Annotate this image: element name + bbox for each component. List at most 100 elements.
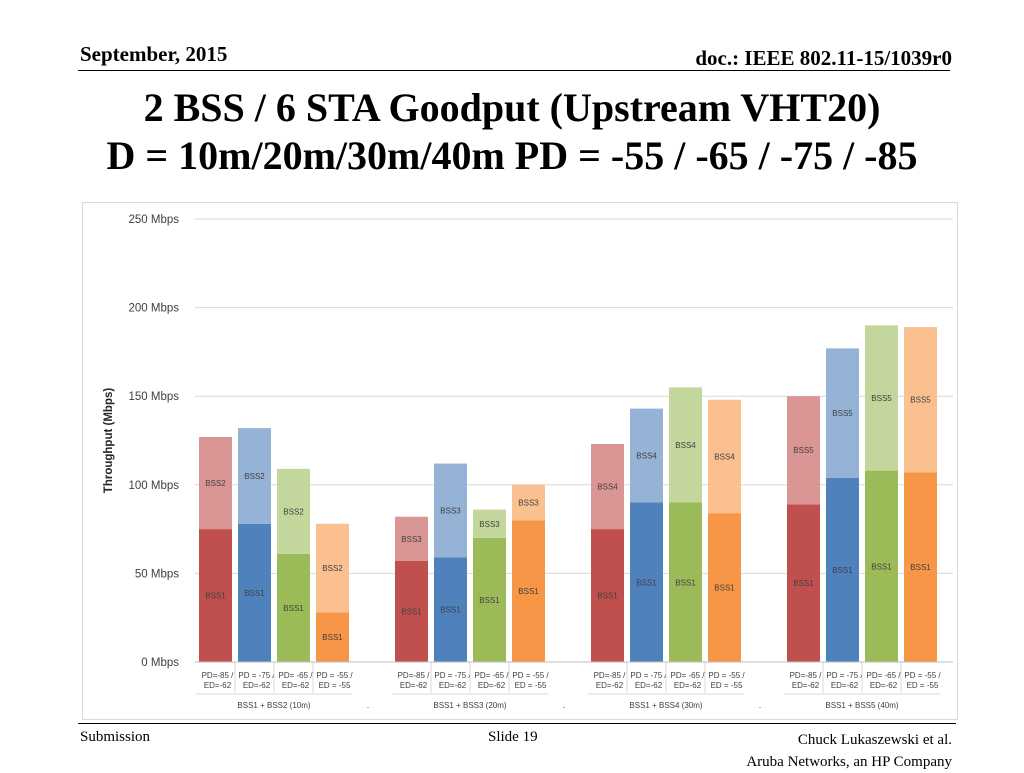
bar-segment-label: BSS1 [479,596,500,605]
group-label: BSS1 + BSS2 (10m) [237,701,310,710]
bar-segment-bss1 [669,502,702,662]
bar-segment-bss1 [316,612,349,662]
bar-category-label: ED=-62 [478,681,506,690]
bar-segment-label: BSS3 [518,499,539,508]
bar-segment-label: BSS1 [675,578,696,587]
group-label: BSS1 + BSS4 (30m) [629,701,702,710]
bar-category-label: ED=-62 [831,681,859,690]
bar-segment-bss1 [277,553,310,662]
bar-segment-label: BSS2 [322,564,343,573]
bar-segment-label: BSS3 [401,535,422,544]
bar-segment-bss3 [434,463,467,558]
group-separator: . [367,700,370,710]
bar-segment-label: BSS5 [910,396,931,405]
bar-segment-bss1 [473,537,506,662]
bar-segment-label: BSS5 [793,446,814,455]
footer-author-line2: Aruba Networks, an HP Company [746,754,952,770]
header-date: September, 2015 [80,42,228,66]
bar-segment-bss4 [708,399,741,514]
bar-category-label: PD = -75 / [826,671,863,680]
bar-segment-label: BSS1 [793,579,814,588]
y-tick-label: 150 Mbps [128,391,179,403]
bar-segment-label: BSS4 [597,483,618,492]
bar-category-label: PD = -55 / [316,671,353,680]
bar-category-label: PD= -65 / [866,671,901,680]
bar-category-label: ED=-62 [674,681,702,690]
bar-segment-label: BSS1 [205,592,226,601]
goodput-chart: 0 Mbps 50 Mbps 100 Mbps 150 Mbps 200 Mbps 250… [103,214,953,710]
bar-segment-bss1 [199,529,232,662]
bar-segment-bss1 [904,472,937,662]
bar-segment-bss2 [316,523,349,613]
bar-category-label: PD=-85 / [594,671,627,680]
group-separator: . [563,700,566,710]
bar-segment-bss1 [708,513,741,662]
bar-segment-bss3 [512,484,545,521]
bar-segment-label: BSS2 [244,472,265,481]
bar-category-label: ED=-62 [243,681,271,690]
bar-segment-bss1 [591,529,624,662]
footer-author-line1: Chuck Lukaszewski et al. [797,732,952,748]
bar-segment-bss4 [630,408,663,503]
bar-segment-bss1 [395,560,428,662]
bar-segment-bss5 [787,396,820,505]
bar-segment-bss5 [904,327,937,473]
slide-title-line1: 2 BSS / 6 STA Goodput (Upstream VHT20) [143,85,881,130]
bar-segment-label: BSS3 [479,520,500,529]
bar-segment-label: BSS1 [597,592,618,601]
bar-segment-label: BSS5 [871,394,892,403]
bar-segment-label: BSS3 [440,506,461,515]
bar-category-label: ED=-62 [870,681,898,690]
bar-segment-label: BSS1 [832,566,853,575]
bar-category-label: ED=-62 [400,681,428,690]
bar-segment-label: BSS2 [283,507,304,516]
bar-segment-label: BSS1 [401,607,422,616]
bar-category-label: PD = -55 / [708,671,745,680]
bar-segment-bss5 [865,325,898,471]
bar-category-label: PD = -55 / [904,671,941,680]
bar-segment-label: BSS1 [244,589,265,598]
bar-segment-label: BSS1 [322,633,343,642]
bar-segment-label: BSS5 [832,409,853,418]
bar-category-label: PD= -65 / [278,671,313,680]
y-tick-label: 100 Mbps [128,480,179,492]
bar-category-label: PD = -75 / [238,671,275,680]
y-axis-label: Throughput (Mbps) [103,388,115,494]
y-tick-label: 0 Mbps [141,657,179,669]
bar-segment-bss1 [787,504,820,662]
bar-segment-label: BSS4 [675,441,696,450]
bar-segment-label: BSS4 [714,452,735,461]
bar-category-label: ED = -55 [711,681,743,690]
bar-segment-label: BSS1 [440,606,461,615]
bar-segment-bss1 [238,523,271,662]
bar-segment-bss2 [277,468,310,554]
bar-segment-label: BSS1 [714,584,735,593]
y-tick-label: 50 Mbps [135,568,179,580]
bar-segment-label: BSS1 [518,587,539,596]
bar-segment-bss2 [199,436,232,530]
bar-segment-label: BSS1 [910,563,931,572]
y-tick-label: 250 Mbps [128,214,179,226]
footer-divider [78,723,956,724]
bar-segment-bss1 [512,520,545,662]
bar-segment-bss2 [238,428,271,524]
bar-category-label: ED=-62 [635,681,663,690]
bar-category-label: ED = -55 [907,681,939,690]
bar-category-label: ED=-62 [596,681,624,690]
y-tick-label: 200 Mbps [128,303,179,315]
bar-segment-label: BSS4 [636,452,657,461]
bar-segment-label: BSS1 [871,562,892,571]
bar-segment-bss4 [591,444,624,530]
bar-category-label: PD= -65 / [474,671,509,680]
header-divider [78,70,950,71]
bar-segment-bss1 [434,557,467,662]
bar-segment-bss1 [865,470,898,662]
bar-segment-bss1 [826,477,859,662]
bar-segment-label: BSS1 [283,604,304,613]
footer-submission: Submission [80,729,151,745]
bar-segment-label: BSS1 [636,578,657,587]
chart-container: 0 Mbps 50 Mbps 100 Mbps 150 Mbps 200 Mbps 250… [82,202,958,720]
bar-category-label: PD = -55 / [512,671,549,680]
bar-segment-label: BSS2 [205,479,226,488]
group-label: BSS1 + BSS3 (20m) [433,701,506,710]
